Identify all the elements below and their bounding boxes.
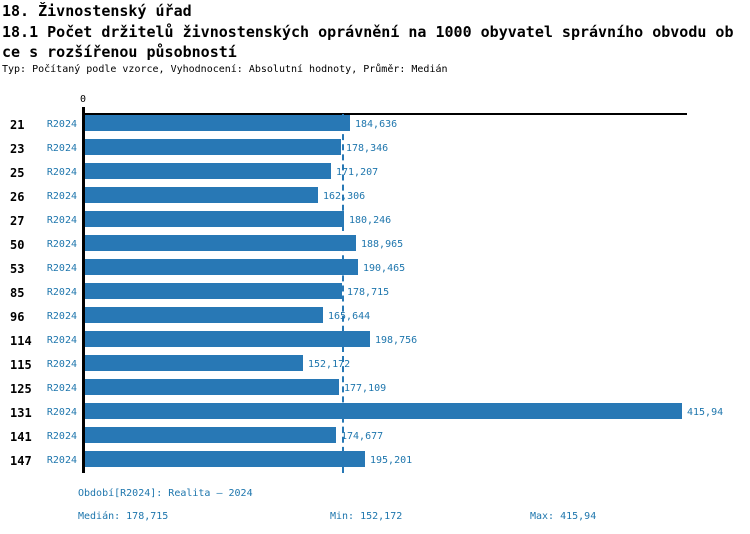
row-id-label: 25 <box>10 166 25 180</box>
bar <box>85 187 318 203</box>
footer-period: Období[R2024]: Realita – 2024 <box>78 488 253 499</box>
row-id-label: 147 <box>10 454 32 468</box>
row-id-label: 85 <box>10 286 25 300</box>
bar-value-label: 188,965 <box>361 239 404 250</box>
bar <box>85 379 339 395</box>
report-subtitle-line1: 18.1 Počet držitelů živnostenských opráv… <box>2 23 734 41</box>
row-period-label: R2024 <box>46 167 77 178</box>
bar <box>85 235 356 251</box>
y-axis-line <box>82 107 85 473</box>
bar-value-label: 178,715 <box>347 287 390 298</box>
bar-value-label: 415,94 <box>687 407 724 418</box>
row-period-label: R2024 <box>46 383 77 394</box>
bar-value-label: 198,756 <box>375 335 418 346</box>
bar-value-label: 171,207 <box>336 167 379 178</box>
row-id-label: 141 <box>10 430 32 444</box>
bar <box>85 259 358 275</box>
axis-zero-tick-label: 0 <box>79 94 87 105</box>
row-period-label: R2024 <box>46 215 77 226</box>
bar <box>85 355 303 371</box>
row-period-label: R2024 <box>46 143 77 154</box>
bar-value-label: 162,306 <box>323 191 366 202</box>
row-id-label: 26 <box>10 190 25 204</box>
bar <box>85 331 370 347</box>
row-id-label: 23 <box>10 142 25 156</box>
bar-value-label: 195,201 <box>370 455 413 466</box>
row-period-label: R2024 <box>46 359 77 370</box>
bar <box>85 403 682 419</box>
bar-value-label: 152,172 <box>308 359 351 370</box>
report-title: 18. Živnostenský úřad <box>2 2 192 20</box>
bar <box>85 139 341 155</box>
row-id-label: 53 <box>10 262 25 276</box>
row-id-label: 115 <box>10 358 32 372</box>
bar-value-label: 180,246 <box>349 215 392 226</box>
median-line <box>341 114 344 473</box>
bar-value-label: 165,644 <box>328 311 371 322</box>
row-id-label: 131 <box>10 406 32 420</box>
row-period-label: R2024 <box>46 335 77 346</box>
footer-median: Medián: 178,715 <box>78 511 169 522</box>
row-period-label: R2024 <box>46 263 77 274</box>
row-id-label: 96 <box>10 310 25 324</box>
bar <box>85 451 365 467</box>
row-period-label: R2024 <box>46 311 77 322</box>
report-meta: Typ: Počítaný podle vzorce, Vyhodnocení:… <box>2 64 448 75</box>
bar-chart: 0 21 R2024 184,636 23 R2024 178,346 25 R2024 171… <box>10 94 724 473</box>
row-period-label: R2024 <box>46 239 77 250</box>
footer-max: Max: 415,94 <box>530 511 597 522</box>
row-period-label: R2024 <box>46 287 77 298</box>
bar <box>85 427 336 443</box>
bar <box>85 307 323 323</box>
row-period-label: R2024 <box>46 407 77 418</box>
bar <box>85 211 344 227</box>
row-id-label: 114 <box>10 334 32 348</box>
bar <box>85 115 350 131</box>
row-id-label: 125 <box>10 382 32 396</box>
row-period-label: R2024 <box>46 455 77 466</box>
row-period-label: R2024 <box>46 431 77 442</box>
bar <box>85 163 331 179</box>
x-axis-line <box>82 113 687 115</box>
report-subtitle-line2: ce s rozšířenou působností <box>2 43 237 61</box>
bar-value-label: 190,465 <box>363 263 406 274</box>
bar <box>85 283 342 299</box>
bar-value-label: 177,109 <box>344 383 387 394</box>
row-period-label: R2024 <box>46 119 77 130</box>
footer-min: Min: 152,172 <box>330 511 403 522</box>
bar-value-label: 178,346 <box>346 143 389 154</box>
row-id-label: 50 <box>10 238 25 252</box>
bar-value-label: 184,636 <box>355 119 398 130</box>
row-id-label: 27 <box>10 214 25 228</box>
bar-value-label: 174,677 <box>341 431 384 442</box>
row-id-label: 21 <box>10 118 25 132</box>
row-period-label: R2024 <box>46 191 77 202</box>
